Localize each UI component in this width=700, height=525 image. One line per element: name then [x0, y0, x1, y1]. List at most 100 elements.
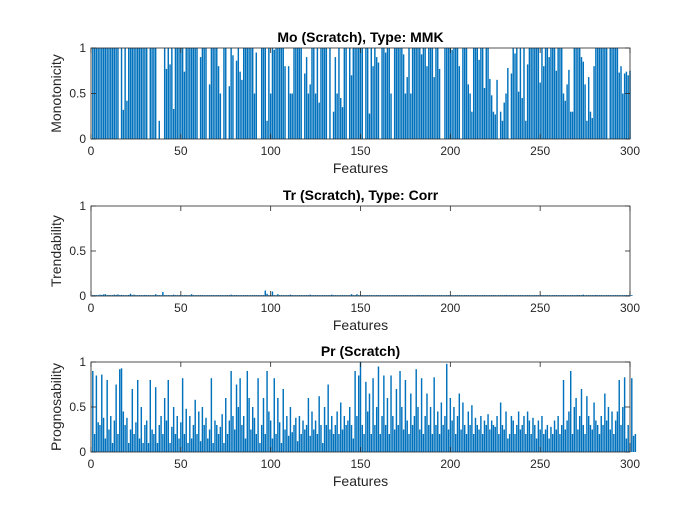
bar — [462, 295, 464, 296]
bar — [392, 295, 394, 296]
bar — [253, 93, 256, 139]
bar — [318, 102, 320, 139]
bar — [316, 295, 319, 296]
bar — [293, 425, 295, 452]
bar — [544, 429, 547, 452]
bar — [338, 434, 340, 452]
bar — [180, 48, 182, 139]
bar — [243, 295, 245, 296]
bar — [393, 429, 396, 452]
bar — [212, 48, 214, 139]
bar — [269, 420, 272, 452]
bar — [311, 295, 313, 296]
bar — [268, 295, 270, 296]
bar — [266, 371, 268, 452]
bar — [544, 295, 547, 296]
bar — [147, 295, 150, 296]
bar — [401, 407, 403, 452]
bar — [102, 294, 105, 296]
bar — [304, 295, 306, 296]
bar — [320, 48, 322, 139]
bar — [260, 425, 263, 452]
bar — [613, 295, 615, 296]
bar — [313, 48, 315, 139]
bar — [142, 443, 144, 452]
bar — [208, 295, 211, 296]
bar — [501, 425, 504, 452]
bar — [510, 295, 513, 296]
bar — [154, 294, 157, 296]
bar — [437, 48, 439, 139]
bar — [415, 295, 417, 296]
bar — [553, 48, 556, 139]
bar — [444, 48, 446, 139]
bar — [280, 48, 283, 139]
bar — [471, 405, 473, 452]
bar — [327, 295, 329, 296]
bar — [424, 416, 426, 452]
bar — [140, 295, 143, 296]
x-tick-label: 100 — [261, 301, 281, 315]
bar — [600, 295, 602, 296]
bar — [133, 48, 135, 139]
bar — [167, 380, 169, 452]
bar — [151, 295, 153, 296]
bar — [582, 425, 585, 452]
chart-title: Tr (Scratch), Type: Corr — [283, 187, 439, 203]
bar — [174, 434, 177, 452]
bar — [223, 48, 225, 139]
bar — [120, 368, 123, 452]
bar — [140, 48, 143, 139]
bar — [569, 371, 572, 452]
bar — [625, 438, 628, 452]
bar — [280, 443, 283, 452]
bar — [196, 434, 198, 452]
bar — [277, 398, 279, 452]
bar — [363, 434, 365, 452]
bar — [512, 420, 514, 452]
bar — [92, 295, 94, 296]
bar — [250, 429, 252, 452]
bar — [260, 295, 263, 296]
bar — [525, 434, 527, 452]
bar — [399, 295, 401, 296]
bar — [332, 295, 335, 296]
bar — [331, 416, 333, 452]
bar — [162, 291, 164, 296]
bar — [167, 48, 169, 139]
bar — [413, 295, 416, 296]
bar — [467, 295, 470, 296]
bar — [386, 295, 389, 296]
bar — [171, 295, 173, 296]
bar — [181, 295, 184, 296]
bar — [239, 71, 241, 139]
bar — [108, 294, 110, 296]
bar — [234, 429, 236, 452]
bar — [408, 295, 410, 296]
bar — [437, 295, 439, 296]
bar — [471, 295, 473, 296]
bar — [349, 48, 351, 139]
bar — [295, 295, 297, 296]
bar — [230, 48, 232, 139]
bar — [496, 295, 498, 296]
bar — [278, 48, 281, 139]
bar — [564, 295, 567, 296]
bar — [620, 66, 622, 139]
bar — [377, 62, 380, 140]
x-tick-label: 50 — [174, 457, 188, 471]
bar — [354, 48, 356, 139]
bar — [296, 441, 299, 452]
bar — [336, 411, 338, 452]
bar — [573, 295, 576, 296]
axes-1: 0 50 100 150 200 250 300 0 0.5 1 Mo (Scratch), Typ… — [48, 29, 640, 176]
bar — [505, 294, 507, 296]
bar — [97, 422, 99, 452]
bar — [370, 295, 372, 296]
bar — [478, 429, 480, 452]
bar — [302, 420, 304, 452]
bar — [505, 411, 507, 452]
bar — [253, 417, 256, 452]
bar — [243, 416, 245, 452]
bar — [284, 66, 286, 139]
